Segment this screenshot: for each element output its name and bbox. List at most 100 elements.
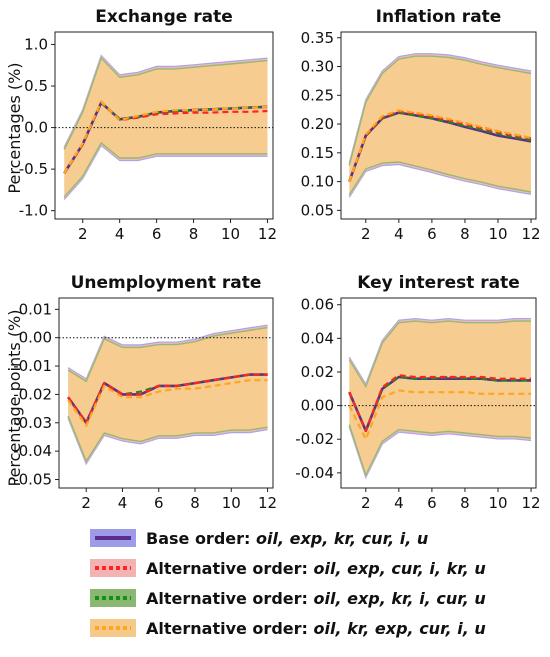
y-tick-label: 1.0: [24, 35, 48, 53]
x-tick-label: 6: [427, 225, 437, 243]
x-tick-label: 4: [394, 225, 404, 243]
panel-title: Exchange rate: [95, 7, 232, 27]
x-tick-label: 6: [427, 494, 437, 512]
panel-4: Key interest rate 2 4 6 8 10 12 0.06 0.04 0.02 0.0…: [295, 273, 540, 512]
chart-panels: Exchange rate 2 4 6 8 10 12 1.0 0.5 0.0 -0.5 -1.0 In…: [13, 7, 540, 512]
x-tick-label: 2: [361, 494, 371, 512]
x-tick-label: 10: [222, 494, 241, 512]
series-line-4: [63, 100, 268, 174]
y-tick-label: -0.04: [13, 442, 52, 460]
band-upper-edge: [67, 326, 268, 383]
y-tick-label: 0.20: [301, 115, 334, 133]
y-tick-label: -0.02: [295, 430, 334, 448]
y-tick-label: -0.5: [19, 160, 48, 178]
y-tick-label: 0.30: [301, 58, 334, 76]
x-tick-label: 8: [460, 494, 470, 512]
band-lower-edge: [348, 163, 532, 198]
x-tick-label: 4: [118, 494, 128, 512]
legend-prefix: Alternative order:: [146, 559, 313, 578]
confidence-band: [349, 319, 531, 477]
x-tick-label: 12: [521, 494, 540, 512]
x-tick-label: 10: [221, 225, 240, 243]
x-tick-label: 6: [154, 494, 164, 512]
x-tick-label: 8: [189, 225, 199, 243]
legend-prefix: Alternative order:: [146, 589, 313, 608]
band-upper-edge: [348, 320, 531, 389]
series-line-3: [348, 111, 532, 182]
series-line-2: [348, 374, 531, 432]
legend-label: Alternative order: oil, kr, exp, cur, i,…: [146, 619, 486, 638]
y-tick-label: -0.05: [13, 470, 52, 488]
y-tick-label: 0.5: [24, 77, 48, 95]
y-tick-label: 0.35: [301, 29, 334, 47]
legend-prefix: Alternative order:: [146, 619, 313, 638]
band-lower-edge: [67, 415, 268, 463]
legend-prefix: Base order:: [146, 529, 256, 548]
x-tick-label: 2: [81, 494, 91, 512]
legend-item-3: Alternative order: oil, exp, kr, i, cur,…: [90, 589, 486, 608]
confidence-band: [68, 326, 268, 463]
legend-label: Alternative order: oil, exp, kr, i, cur,…: [146, 589, 486, 608]
x-tick-label: 4: [394, 494, 404, 512]
panel-title: Inflation rate: [376, 7, 502, 27]
x-tick-label: 10: [488, 225, 507, 243]
panel-1: Exchange rate 2 4 6 8 10 12 1.0 0.5 0.0 -0.5 -1.0: [19, 7, 277, 243]
legend-order: oil, kr, exp, cur, i, u: [313, 619, 485, 638]
legend: Base order: oil, exp, kr, cur, i, u Alter…: [90, 529, 486, 638]
y-axis-label-top: Percentages (%): [5, 62, 24, 193]
series-line-2: [348, 110, 532, 182]
y-axis-label-bottom: Percentage points (%): [5, 309, 24, 486]
panel-2: Inflation rate 2 4 6 8 10 12 0.35 0.30 0.25 0.20 0.…: [301, 7, 541, 243]
series-line-1: [348, 375, 531, 433]
x-tick-label: 8: [190, 494, 200, 512]
x-tick-label: 12: [258, 225, 277, 243]
x-tick-label: 2: [78, 225, 88, 243]
legend-label: Base order: oil, exp, kr, cur, i, u: [146, 529, 428, 548]
y-tick-label: 0.10: [301, 173, 334, 191]
x-tick-label: 10: [488, 494, 507, 512]
x-tick-label: 12: [521, 225, 540, 243]
y-tick-label: 0.00: [301, 397, 334, 415]
band-lower-edge: [348, 424, 532, 477]
series-line-4: [348, 109, 532, 182]
y-tick-label: 0.00: [19, 329, 52, 347]
series-line-4: [67, 379, 268, 427]
band-lower-edge: [348, 161, 532, 196]
band-upper-edge: [63, 56, 268, 150]
y-tick-label: -0.03: [13, 414, 52, 432]
y-tick-label: 0.04: [301, 329, 334, 347]
y-tick-label: -1.0: [19, 202, 48, 220]
y-tick-label: 0.05: [301, 201, 334, 219]
panel-3: Unemployment rate 2 4 6 8 10 12 0.01 0.00 -0.01 -0…: [13, 273, 277, 512]
confidence-band: [64, 56, 268, 199]
legend-order: oil, exp, kr, cur, i, u: [256, 529, 428, 548]
confidence-band: [349, 55, 531, 196]
y-tick-label: 0.02: [301, 363, 334, 381]
panel-title: Unemployment rate: [71, 273, 262, 293]
legend-item-1: Base order: oil, exp, kr, cur, i, u: [90, 529, 428, 548]
y-tick-label: 0.06: [301, 296, 334, 314]
legend-order: oil, exp, cur, i, kr, u: [313, 559, 485, 578]
x-tick-label: 6: [152, 225, 162, 243]
series-line-2: [67, 373, 268, 424]
x-tick-label: 12: [258, 494, 277, 512]
y-tick-label: 0.0: [24, 119, 48, 137]
series-line-4: [348, 389, 531, 441]
legend-order: oil, exp, kr, i, cur, u: [313, 589, 485, 608]
band-upper-edge: [348, 55, 532, 166]
y-tick-label: 0.15: [301, 144, 334, 162]
x-tick-label: 2: [361, 225, 371, 243]
panel-title: Key interest rate: [357, 273, 520, 293]
y-tick-label: 0.01: [19, 300, 52, 318]
band-lower-edge: [63, 141, 268, 198]
band-lower-edge: [348, 162, 532, 197]
y-tick-label: 0.25: [301, 86, 334, 104]
legend-item-4: Alternative order: oil, kr, exp, cur, i,…: [90, 619, 486, 638]
x-tick-label: 4: [115, 225, 125, 243]
y-tick-label: -0.04: [295, 464, 334, 482]
legend-label: Alternative order: oil, exp, cur, i, kr,…: [146, 559, 486, 578]
x-tick-label: 8: [460, 225, 470, 243]
y-tick-label: -0.01: [13, 357, 52, 375]
